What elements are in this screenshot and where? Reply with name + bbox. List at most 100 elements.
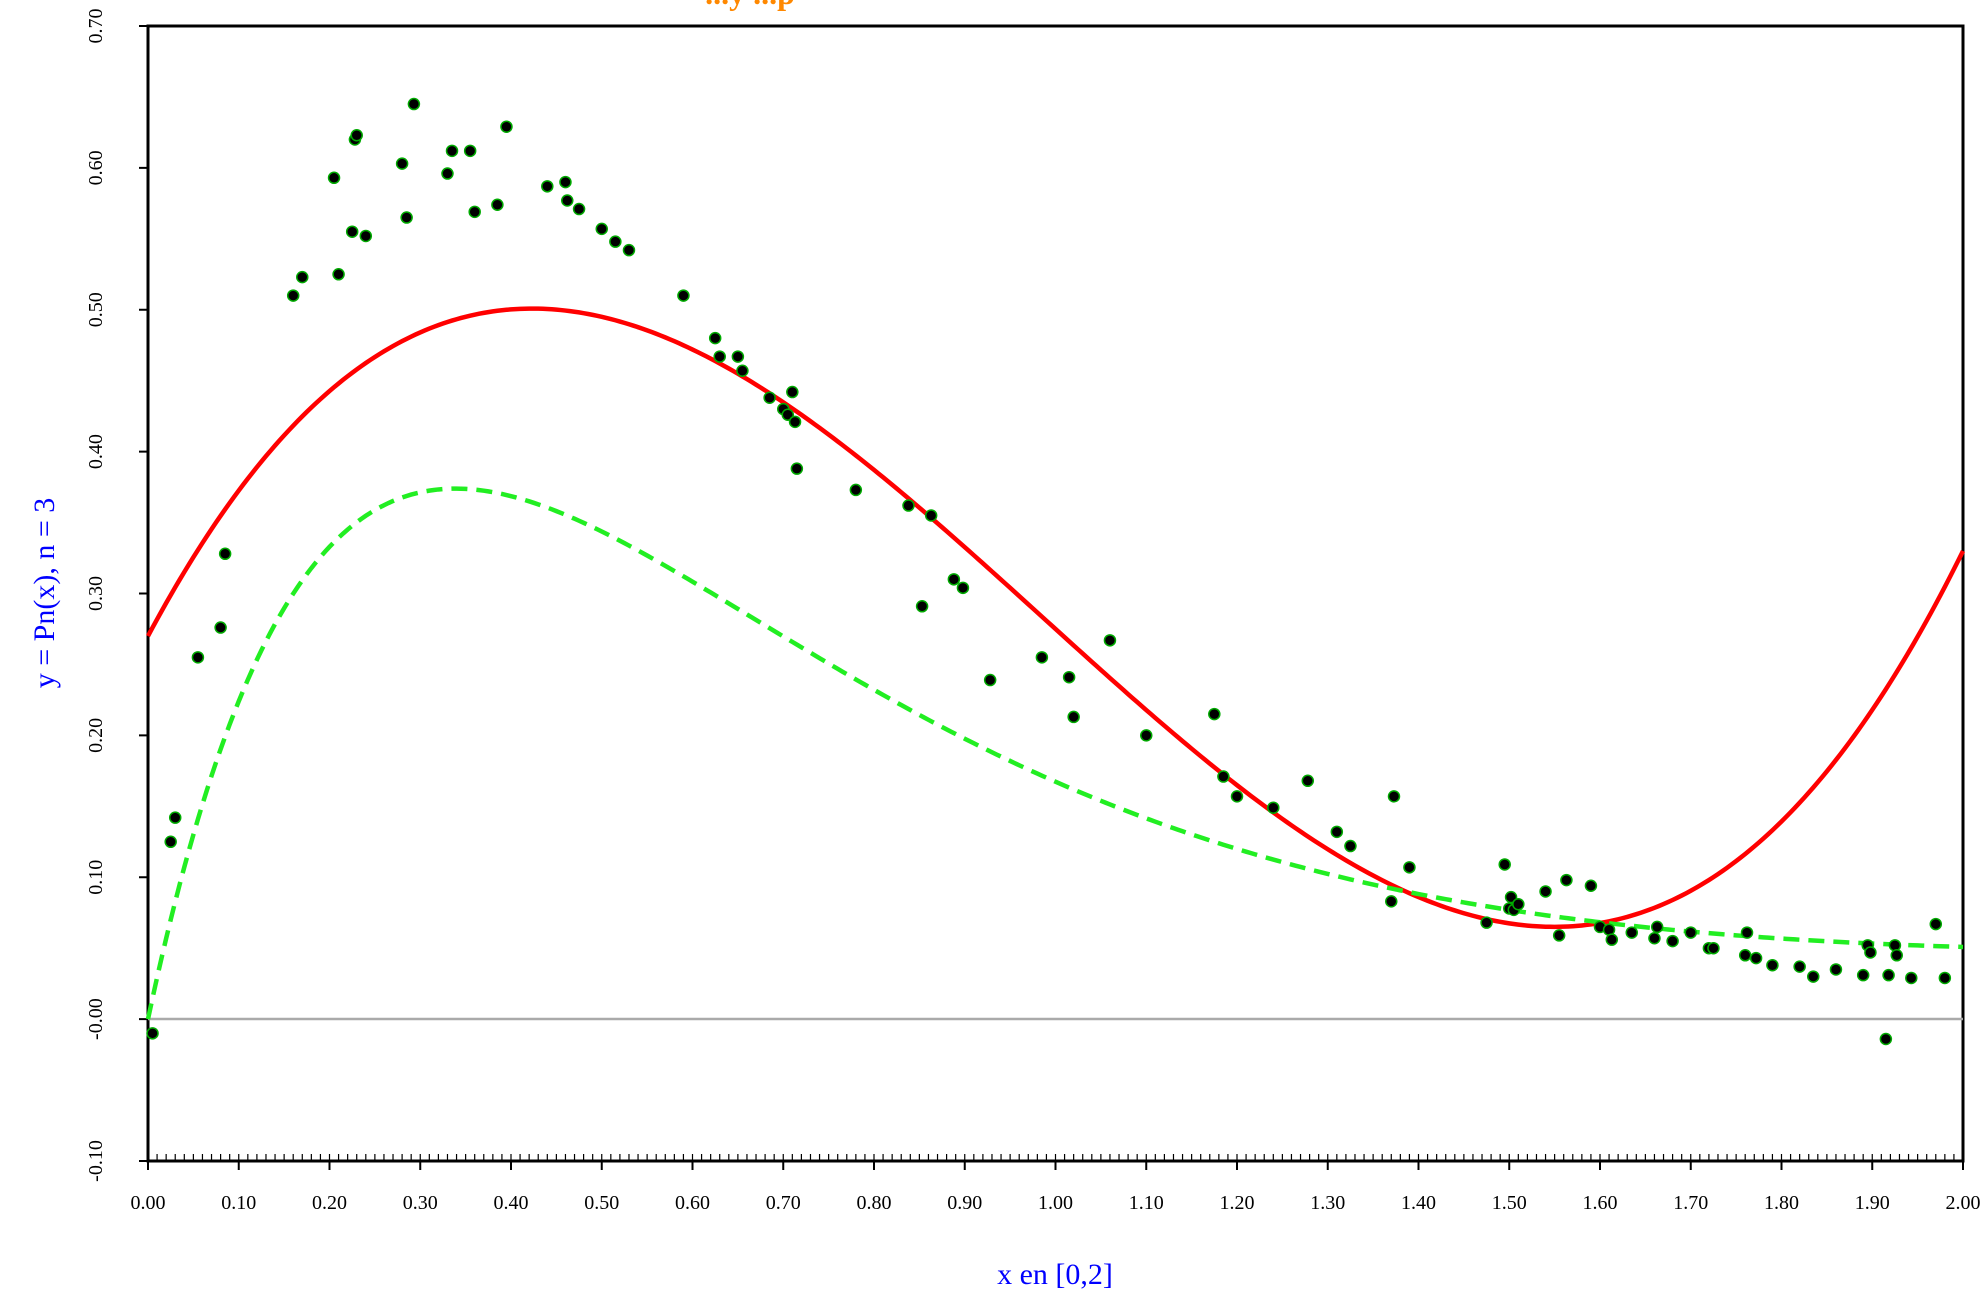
data-point [1498, 858, 1511, 871]
data-point [1480, 916, 1493, 929]
x-tick-label: 0.60 [675, 1192, 710, 1214]
fit-curve-line [146, 306, 1966, 930]
data-point [622, 243, 636, 257]
data-point [708, 331, 722, 345]
data-point [332, 268, 345, 281]
x-tick-label: 1.50 [1492, 1192, 1527, 1214]
data-point [763, 391, 776, 404]
data-point [407, 97, 421, 111]
data-point [790, 462, 804, 475]
data-point [731, 350, 745, 363]
x-tick-label: 1.10 [1129, 1192, 1164, 1214]
data-point [296, 270, 309, 284]
x-tick-label: 0.80 [857, 1192, 892, 1214]
data-point [1938, 971, 1952, 985]
data-point [1552, 929, 1566, 942]
x-major-ticks: 0.00 0.10 0.20 0.30 0.40 0.50 0.60 0.70 0.80 0.90… [131, 1161, 1981, 1214]
data-point [1807, 970, 1820, 983]
x-tick-label: 1.00 [1038, 1192, 1073, 1214]
data-point [595, 222, 608, 236]
data-point [1888, 939, 1902, 952]
data-point [786, 385, 799, 399]
data-point [956, 581, 970, 595]
data-point [713, 350, 726, 363]
data-point [1882, 968, 1895, 982]
data-point [1864, 946, 1877, 959]
data-point [1035, 651, 1049, 664]
data-point [327, 171, 341, 185]
x-axis-title: x en [0,2] [997, 1258, 1113, 1291]
data-point [1512, 897, 1525, 911]
x-tick-label: 0.30 [403, 1192, 438, 1214]
x-tick-label: 2.00 [1946, 1192, 1981, 1214]
data-point [350, 128, 363, 142]
x-tick-label: 1.70 [1673, 1192, 1708, 1214]
data-point [345, 225, 359, 238]
x-tick-label: 0.20 [312, 1192, 347, 1214]
data-point [445, 144, 459, 158]
data-point [1584, 879, 1598, 893]
data-point [1766, 958, 1779, 972]
x-tick-label: 0.10 [221, 1192, 256, 1214]
data-point [1793, 960, 1806, 973]
data-point [561, 194, 574, 207]
data-point [947, 573, 961, 586]
chart-title: ...y ...p [705, 0, 795, 11]
data-point [1344, 839, 1357, 853]
data-point [1217, 770, 1230, 783]
data-point [1684, 926, 1697, 939]
data-point [788, 415, 802, 429]
data-point [915, 600, 929, 613]
data-point [1103, 634, 1117, 647]
data-point [1208, 707, 1221, 721]
data-point [1666, 934, 1679, 948]
data-point [491, 198, 504, 212]
data-point [500, 120, 513, 133]
data-point [1650, 920, 1664, 934]
data-point [164, 835, 177, 849]
data-point [1387, 790, 1401, 803]
data-point [441, 167, 454, 180]
y-tick-label: -0.00 [85, 998, 107, 1040]
data-point [1140, 729, 1153, 742]
x-tick-label: 1.80 [1764, 1192, 1799, 1214]
data-point [1330, 825, 1344, 839]
data-point [1929, 917, 1943, 931]
data-point [395, 157, 409, 170]
data-point [218, 547, 232, 561]
data-point [1062, 670, 1076, 684]
data-point [1890, 949, 1904, 962]
data-point [1301, 774, 1315, 788]
data-point [1504, 890, 1518, 904]
data-point [541, 180, 554, 193]
data-point [468, 205, 481, 219]
data-point [1740, 926, 1754, 939]
data-point [1539, 885, 1552, 898]
data-point [609, 235, 622, 248]
data-point [400, 211, 413, 224]
data-point [1605, 933, 1619, 946]
data-point [1905, 971, 1918, 985]
data-point [736, 364, 749, 378]
data-point [983, 673, 997, 687]
x-tick-label: 1.40 [1401, 1192, 1436, 1214]
x-tick-label: 0.90 [947, 1192, 982, 1214]
y-tick-label: 0.50 [85, 292, 107, 327]
data-point [781, 408, 795, 421]
plot-frame [146, 24, 1965, 1163]
data-point [1230, 790, 1244, 803]
data-point [1067, 710, 1080, 724]
data-point [1829, 963, 1843, 976]
y-major-ticks: -0.10 -0.00 0.10 0.20 0.30 0.40 0.50 0.60 0.70 [85, 9, 148, 1182]
data-point [146, 1027, 159, 1040]
data-point [168, 811, 182, 824]
x-tick-label: 1.30 [1310, 1192, 1345, 1214]
x-tick-label: 1.90 [1855, 1192, 1890, 1214]
data-point [1385, 895, 1398, 908]
x-tick-label: 1.20 [1220, 1192, 1255, 1214]
x-tick-label: 1.60 [1583, 1192, 1618, 1214]
data-point [924, 509, 938, 522]
x-tick-label: 0.00 [131, 1192, 166, 1214]
data-point [1856, 968, 1870, 982]
